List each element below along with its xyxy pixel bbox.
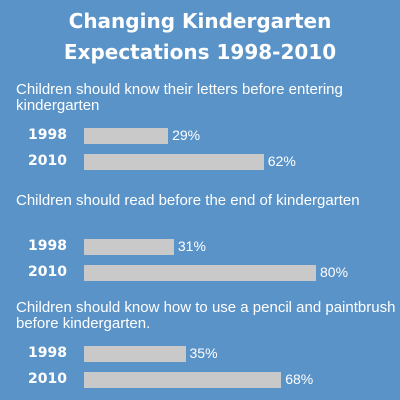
bar (84, 346, 186, 362)
value-label: 68% (285, 371, 314, 387)
question-text: Children should read before the end of k… (16, 192, 360, 209)
bar-row: 2010 62% (0, 151, 400, 171)
value-label: 29% (172, 127, 201, 143)
value-label: 62% (267, 153, 296, 169)
question-text: Children should know how to use a pencil… (16, 299, 396, 332)
chart-title: Changing Kindergarten Expectations 1998-… (0, 6, 400, 68)
year-label: 2010 (28, 371, 67, 387)
year-label: 1998 (28, 345, 67, 361)
value-label: 31% (177, 238, 206, 254)
bar (84, 154, 264, 170)
question-text: Children should know their letters befor… (16, 81, 343, 114)
chart-title-line-2: Expectations 1998-2010 (63, 40, 337, 64)
year-label: 2010 (28, 264, 67, 280)
value-label: 35% (189, 345, 218, 361)
bar (84, 128, 169, 144)
bar-row: 1998 35% (0, 343, 400, 363)
year-label: 1998 (28, 238, 67, 254)
year-label: 2010 (28, 153, 67, 169)
value-label: 80% (320, 264, 349, 280)
chart-title-line-1: Changing Kindergarten (68, 9, 332, 33)
bar-row: 1998 29% (0, 125, 400, 145)
bar (84, 265, 316, 281)
bar (84, 239, 174, 255)
bar (84, 372, 282, 388)
year-label: 1998 (28, 127, 67, 143)
bar-row: 2010 80% (0, 262, 400, 282)
bar-row: 2010 68% (0, 369, 400, 389)
bar-row: 1998 31% (0, 236, 400, 256)
